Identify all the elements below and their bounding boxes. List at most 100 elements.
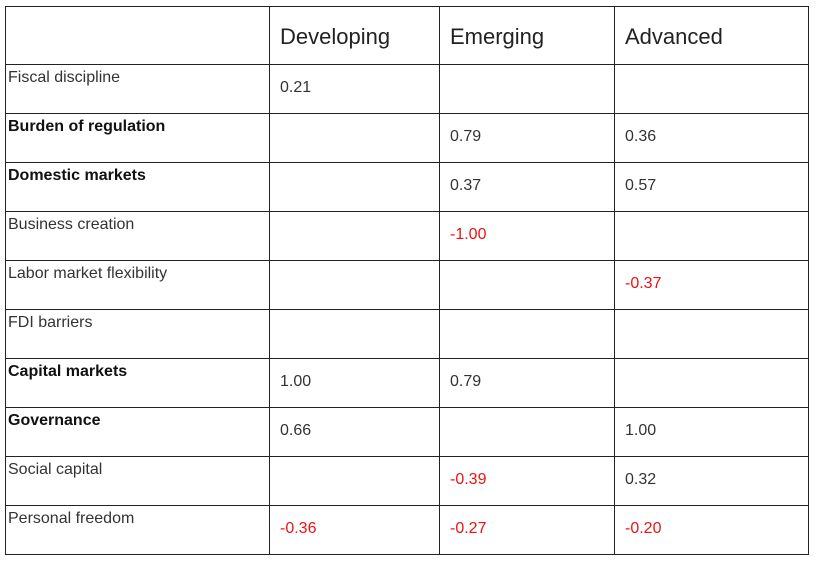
row-label-cell: Labor market flexibility — [5, 260, 270, 310]
value-cell-emerging: 0.79 — [439, 113, 615, 163]
value-cell-advanced: 1.00 — [614, 407, 809, 457]
table-row: FDI barriers — [5, 309, 809, 359]
table-row: Business creation -1.00 — [5, 211, 809, 261]
cell-value: 0.57 — [625, 177, 657, 194]
cell-value — [270, 457, 439, 471]
cell-value: 0.21 — [280, 79, 312, 96]
value-cell-advanced: 0.57 — [614, 162, 809, 212]
value-cell-emerging: 0.79 — [439, 358, 615, 408]
table-row: Capital markets 1.00 0.79 — [5, 358, 809, 408]
value-cell-developing — [269, 113, 440, 163]
value-cell-developing: 0.66 — [269, 407, 440, 457]
table-row: Governance 0.66 1.00 — [5, 407, 809, 457]
cell-value: -1.00 — [450, 226, 487, 243]
cell-value — [440, 408, 614, 422]
table-row: Social capital -0.39 0.32 — [5, 456, 809, 506]
cell-value — [270, 310, 439, 324]
cell-value: 0.36 — [625, 128, 657, 145]
value-cell-emerging — [439, 260, 615, 310]
row-label: Labor market flexibility — [8, 265, 168, 282]
table-row: Domestic markets 0.37 0.57 — [5, 162, 809, 212]
cell-value — [270, 114, 439, 128]
value-cell-emerging: -0.39 — [439, 456, 615, 506]
cell-value: 0.32 — [625, 471, 657, 488]
row-label-cell: Burden of regulation — [5, 113, 270, 163]
row-label: Governance — [8, 412, 101, 429]
cell-value: 0.37 — [450, 177, 482, 194]
cell-value: 1.00 — [280, 373, 312, 390]
cell-value — [615, 65, 808, 79]
header-label — [6, 35, 269, 37]
value-cell-developing — [269, 456, 440, 506]
header-cell-emerging: Emerging — [439, 6, 615, 65]
cell-value — [270, 212, 439, 226]
table-body: Fiscal discipline 0.21 Burden of regulatio… — [5, 64, 809, 555]
value-cell-emerging: -0.27 — [439, 505, 615, 555]
table-row: Personal freedom -0.36 -0.27 -0.20 — [5, 505, 809, 555]
cell-value — [615, 359, 808, 373]
row-label-cell: Business creation — [5, 211, 270, 261]
table-row: Burden of regulation 0.79 0.36 — [5, 113, 809, 163]
value-cell-advanced — [614, 211, 809, 261]
row-label: Capital markets — [8, 363, 128, 380]
value-cell-advanced — [614, 64, 809, 114]
cell-value: 0.66 — [280, 422, 312, 439]
row-label-cell: Domestic markets — [5, 162, 270, 212]
cell-value — [440, 310, 614, 324]
cell-value: -0.37 — [625, 275, 662, 292]
row-label: Business creation — [8, 216, 135, 233]
value-cell-developing: 1.00 — [269, 358, 440, 408]
table-row: Fiscal discipline 0.21 — [5, 64, 809, 114]
value-cell-advanced: 0.36 — [614, 113, 809, 163]
cell-value: -0.36 — [280, 520, 317, 537]
header-row: Developing Emerging Advanced — [5, 6, 809, 65]
cell-value — [615, 212, 808, 226]
value-cell-emerging — [439, 64, 615, 114]
cell-value — [270, 163, 439, 177]
row-label-cell: Governance — [5, 407, 270, 457]
value-cell-advanced: -0.37 — [614, 260, 809, 310]
cell-value: 1.00 — [625, 422, 657, 439]
cell-value — [440, 65, 614, 79]
cell-value — [270, 261, 439, 275]
row-label-cell: Capital markets — [5, 358, 270, 408]
value-cell-developing — [269, 211, 440, 261]
header-label-developing: Developing — [280, 23, 391, 49]
value-cell-advanced — [614, 309, 809, 359]
value-cell-emerging: 0.37 — [439, 162, 615, 212]
header-label-emerging: Emerging — [450, 23, 545, 49]
value-cell-emerging: -1.00 — [439, 211, 615, 261]
value-cell-emerging — [439, 309, 615, 359]
cell-value: -0.39 — [450, 471, 487, 488]
value-cell-developing: 0.21 — [269, 64, 440, 114]
header-cell-developing: Developing — [269, 6, 440, 65]
row-label-cell: FDI barriers — [5, 309, 270, 359]
value-cell-advanced: 0.32 — [614, 456, 809, 506]
cell-value — [615, 310, 808, 324]
value-cell-advanced — [614, 358, 809, 408]
row-label: Fiscal discipline — [8, 69, 121, 86]
header-label-advanced: Advanced — [625, 23, 723, 49]
row-label-cell: Personal freedom — [5, 505, 270, 555]
header-cell-empty — [5, 6, 270, 65]
cell-value: 0.79 — [450, 128, 482, 145]
value-cell-developing — [269, 309, 440, 359]
value-cell-advanced: -0.20 — [614, 505, 809, 555]
table-row: Labor market flexibility -0.37 — [5, 260, 809, 310]
row-label: Burden of regulation — [8, 118, 166, 135]
cell-value: -0.27 — [450, 520, 487, 537]
cell-value: 0.79 — [450, 373, 482, 390]
row-label: Personal freedom — [8, 510, 135, 527]
correlation-table: Developing Emerging Advanced Fiscal disc… — [5, 6, 809, 555]
value-cell-emerging — [439, 407, 615, 457]
value-cell-developing: -0.36 — [269, 505, 440, 555]
value-cell-developing — [269, 162, 440, 212]
row-label: Domestic markets — [8, 167, 146, 184]
row-label-cell: Fiscal discipline — [5, 64, 270, 114]
header-cell-advanced: Advanced — [614, 6, 809, 65]
cell-value: -0.20 — [625, 520, 662, 537]
cell-value — [440, 261, 614, 275]
row-label-cell: Social capital — [5, 456, 270, 506]
row-label: Social capital — [8, 461, 103, 478]
value-cell-developing — [269, 260, 440, 310]
